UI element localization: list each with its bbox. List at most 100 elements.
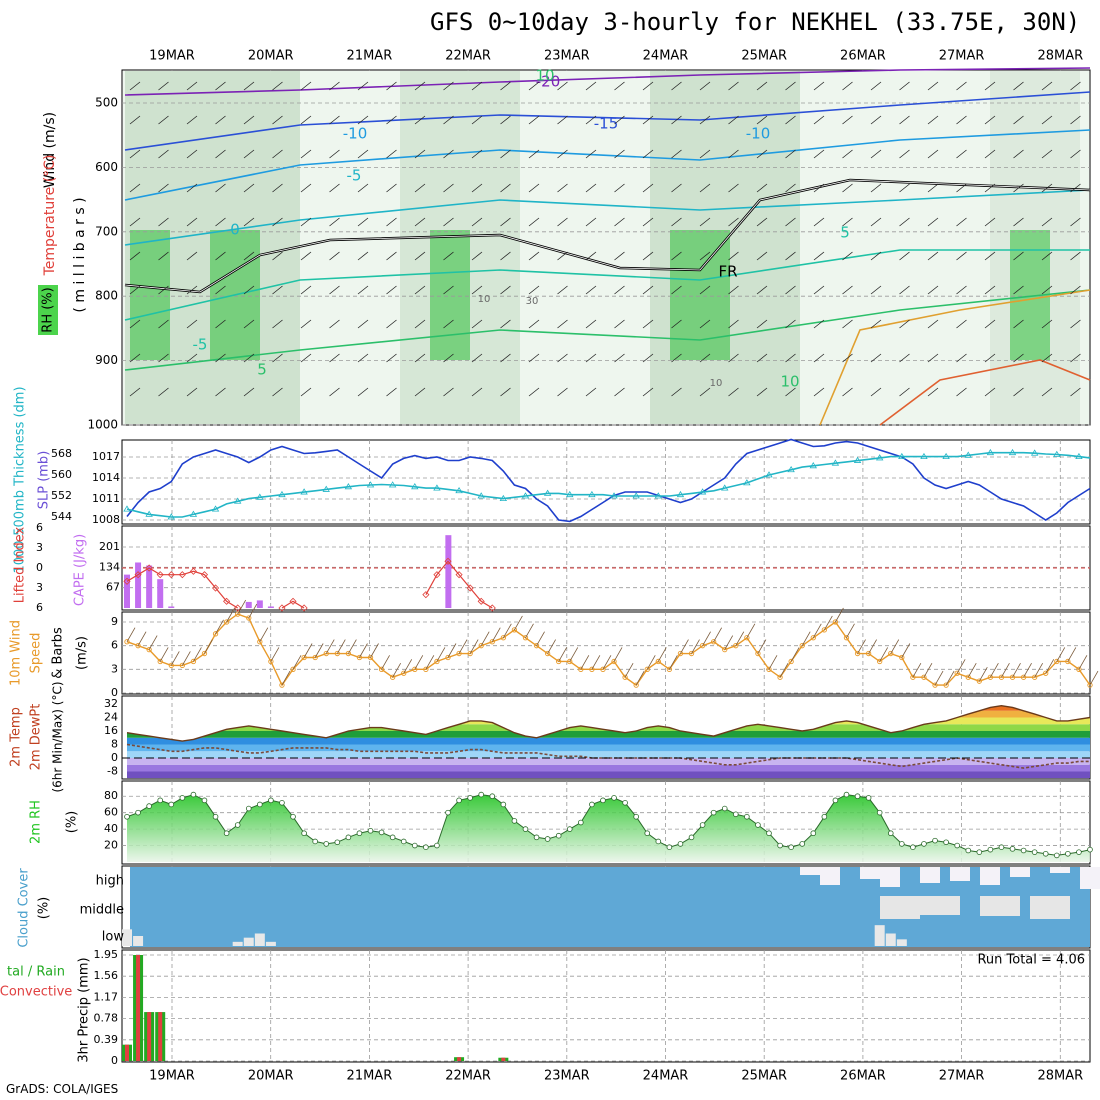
wind-barb [1041, 251, 1053, 261]
wind-barb [471, 319, 483, 329]
wind-barb [270, 647, 280, 662]
precip-convective-bar [501, 1057, 506, 1061]
thickness-marker [566, 490, 574, 498]
wind-barb [1078, 655, 1088, 670]
cloud-high-patch [1050, 867, 1070, 873]
temperature-contour [819, 289, 1091, 426]
wind-barb [1041, 285, 1053, 295]
wind-barb [272, 353, 283, 363]
wind-barb [329, 81, 340, 91]
wind-barb [1012, 663, 1021, 678]
wind-barb [614, 149, 625, 159]
rh-marker [688, 834, 695, 841]
thickness-tick: 560 [51, 468, 72, 481]
wind-barb [557, 81, 568, 91]
wind-barb [357, 353, 369, 363]
cape-bar [124, 574, 130, 608]
wind-barb [635, 670, 645, 686]
rh-marker [268, 797, 274, 804]
wind-barb [1070, 183, 1081, 193]
wind-barb [259, 627, 269, 642]
panel-rh2m: 20 40 60 80 2m RH (%) [29, 780, 1093, 865]
thickness-marker [1053, 450, 1061, 457]
wind-barb [978, 666, 988, 682]
axis-label-cape: CAPE (J/kg) [73, 534, 88, 606]
rh-marker [323, 841, 330, 847]
wind-barb [585, 285, 597, 295]
wind-barb [500, 217, 511, 227]
wind-barb [984, 183, 996, 193]
wind-barb [243, 353, 255, 363]
wind-barb [414, 149, 426, 159]
wind-barb [471, 183, 483, 193]
date-label-bottom: 24MAR [643, 1069, 689, 1084]
slp-tick: 1017 [92, 450, 120, 463]
wind-barb [1070, 285, 1081, 295]
wind-barb [868, 639, 877, 654]
wind-barb [702, 631, 711, 646]
thickness-marker [1030, 449, 1039, 456]
cape-bar [168, 606, 175, 608]
rh-marker [622, 799, 628, 806]
rh-marker [423, 844, 429, 850]
wind-barb [528, 387, 540, 397]
wind-speed-marker [998, 674, 1005, 680]
wind-barb [1070, 115, 1081, 125]
wind-speed-marker [522, 635, 529, 641]
wind-barb [443, 183, 454, 193]
wind-barb [813, 149, 825, 159]
cloud-high-patch [880, 867, 900, 887]
wind-barb [614, 319, 625, 329]
temp-band [127, 758, 1090, 765]
wind-barb [785, 115, 796, 125]
wind-barb [557, 217, 568, 227]
wind-barb [414, 387, 426, 397]
axis-label-barbs: & Barbs [51, 627, 66, 679]
thickness-marker [588, 490, 596, 498]
thickness-marker [433, 484, 441, 491]
date-label-top: 24MAR [643, 49, 689, 64]
wind-barb [945, 670, 955, 686]
li-marker [134, 571, 142, 579]
precip-convective-bar [457, 1057, 462, 1061]
wind-barb [642, 115, 654, 125]
precip-tick: 0 [111, 1054, 118, 1067]
rh-marker [766, 830, 772, 837]
wind-barb [699, 81, 711, 91]
wind-barb [186, 217, 198, 227]
rh-marker [755, 822, 761, 828]
thickness-marker [698, 488, 707, 495]
wind-barb [585, 115, 597, 125]
wind-barb [357, 285, 369, 295]
rh-marker [932, 837, 938, 844]
wind-barb [471, 217, 483, 227]
wind-barb [671, 251, 682, 261]
axis-label-cloud-units: (%) [37, 897, 52, 920]
slp-tick: 1011 [92, 492, 120, 505]
wind-barb [414, 319, 426, 329]
wind-barb [585, 319, 597, 329]
wind-barb [785, 319, 796, 329]
wind-barb [443, 81, 454, 91]
wind-barb [813, 319, 825, 329]
temp-bands [127, 705, 1090, 779]
rh-marker [1042, 850, 1049, 857]
thickness-marker [632, 492, 640, 499]
cloud-middle-patch [880, 896, 920, 919]
wind-barb [528, 81, 540, 91]
wind-barb [425, 655, 435, 670]
wind-barb [1045, 659, 1055, 674]
wind-speed-marker [755, 650, 761, 657]
rh-marker [799, 841, 806, 847]
wind-speed-marker [378, 666, 385, 672]
rh-marker [677, 841, 684, 847]
wind-barb [243, 319, 255, 329]
wind-barb [580, 655, 590, 670]
wind-speed-marker [279, 682, 285, 688]
wind-speed-marker [201, 650, 208, 657]
wind-barb [642, 285, 654, 295]
wind-barb [591, 655, 601, 670]
rh-marker [135, 809, 141, 816]
date-label-bottom: 28MAR [1037, 1069, 1083, 1084]
wind-speed-marker [777, 674, 783, 680]
